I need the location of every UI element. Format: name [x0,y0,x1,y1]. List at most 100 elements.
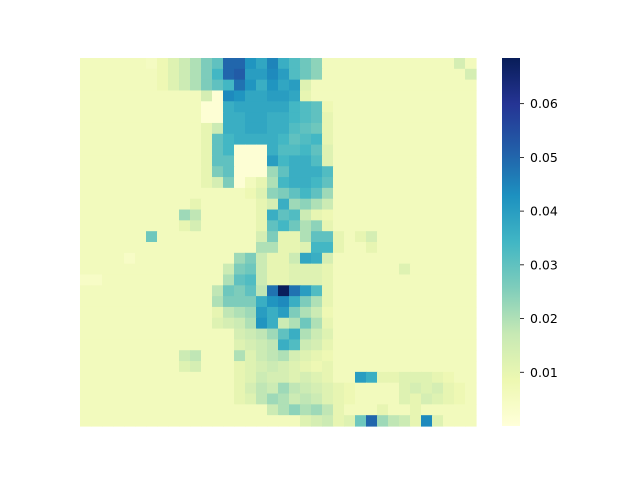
heatmap-cell [289,382,301,395]
heatmap-cell [223,339,235,351]
heatmap-cell [443,361,455,373]
heatmap-cell [377,339,389,351]
heatmap-cell [333,155,345,167]
heatmap-cell [267,166,279,178]
heatmap-cell [179,285,191,297]
heatmap-cell [300,317,312,330]
heatmap-cell [465,252,477,265]
heatmap-cell [190,133,202,146]
heatmap-cell [399,58,411,70]
heatmap-cell [135,231,147,243]
heatmap-cell [399,328,411,341]
heatmap-cell [421,198,433,211]
heatmap-cell [102,198,114,211]
heatmap-cell [102,317,114,330]
heatmap-cell [91,296,103,308]
heatmap-cell [410,285,422,297]
heatmap-cell [124,393,136,405]
heatmap-cell [256,166,268,178]
heatmap-cell [300,274,312,286]
heatmap-cell [399,285,411,297]
heatmap-cell [377,112,389,124]
heatmap-cell [80,404,92,416]
heatmap-cell [289,68,301,81]
heatmap-cell [146,122,158,135]
heatmap-cell [278,393,290,405]
heatmap-cell [322,382,334,395]
heatmap-cell [355,404,367,416]
heatmap-cell [135,68,147,81]
heatmap-cell [80,144,92,157]
heatmap-cell [432,187,444,200]
heatmap-cell [157,393,169,405]
heatmap-cell [256,306,268,319]
heatmap-cell [212,285,224,297]
heatmap-cell [80,263,92,276]
heatmap-cell [377,79,389,92]
heatmap-cell [454,90,466,102]
heatmap-cell [179,144,191,157]
heatmap-cell [399,242,411,254]
heatmap-cell [421,90,433,102]
heatmap-cell [278,220,290,232]
heatmap-cell [344,166,356,178]
heatmap-cell [256,296,268,308]
heatmap-cell [333,166,345,178]
heatmap-cell [113,187,125,200]
heatmap-cell [190,187,202,200]
heatmap-cell [157,242,169,254]
heatmap-cell [124,285,136,297]
heatmap-cell [212,393,224,405]
heatmap-cell [454,393,466,405]
heatmap-cell [333,133,345,146]
heatmap-cell [289,404,301,416]
heatmap-cell [234,209,246,221]
heatmap-cell [179,296,191,308]
heatmap-cell [432,285,444,297]
heatmap-cell [465,177,477,189]
heatmap-cell [278,328,290,341]
heatmap-cell [179,177,191,189]
heatmap-cell [278,274,290,286]
heatmap-cell [201,68,213,81]
heatmap-cell [322,166,334,178]
heatmap-cell [421,58,433,70]
heatmap-cell [80,252,92,265]
heatmap-cell [333,79,345,92]
heatmap-cell [366,274,378,286]
heatmap-cell [300,90,312,102]
heatmap-cell [465,122,477,135]
heatmap-cell [91,101,103,113]
heatmap-cell [278,252,290,265]
heatmap-cell [102,296,114,308]
heatmap-cell [300,350,312,362]
heatmap-cell [168,317,180,330]
heatmap-cell [212,263,224,276]
heatmap-cell [421,306,433,319]
heatmap-cell [344,58,356,70]
heatmap-cell [256,198,268,211]
heatmap-cell [377,371,389,384]
heatmap-cell [421,187,433,200]
heatmap-cell [443,252,455,265]
heatmap-cell [157,155,169,167]
heatmap-cell [201,350,213,362]
heatmap-cell [289,296,301,308]
heatmap-cell [91,415,103,427]
heatmap-cell [146,242,158,254]
heatmap-cell [289,101,301,113]
heatmap-cell [443,415,455,427]
heatmap-cell [135,328,147,341]
heatmap-cell [113,371,125,384]
heatmap-cell [289,263,301,276]
heatmap-cell [212,242,224,254]
heatmap-cell [256,79,268,92]
heatmap-cell [278,133,290,146]
heatmap-cell [465,350,477,362]
heatmap-cell [91,220,103,232]
heatmap-cell [443,393,455,405]
heatmap-cell [267,177,279,189]
heatmap-cell [465,231,477,243]
heatmap-cell [124,68,136,81]
